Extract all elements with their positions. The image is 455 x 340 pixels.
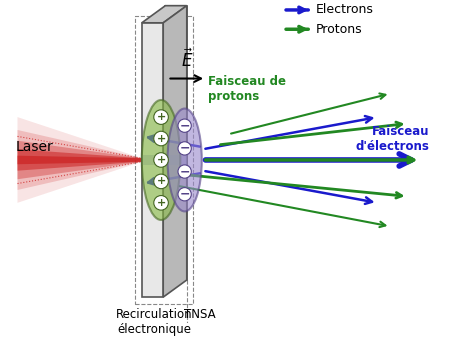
Text: +: + — [157, 112, 166, 122]
Polygon shape — [17, 117, 142, 203]
Circle shape — [154, 195, 168, 210]
Circle shape — [178, 119, 191, 132]
Circle shape — [154, 153, 168, 167]
Polygon shape — [165, 6, 187, 280]
Text: −: − — [179, 188, 190, 201]
Circle shape — [178, 142, 191, 155]
Text: $\vec{E}$: $\vec{E}$ — [181, 48, 193, 71]
Text: +: + — [157, 176, 166, 186]
Text: Recirculation
électronique: Recirculation électronique — [116, 308, 193, 336]
Polygon shape — [142, 23, 163, 297]
Ellipse shape — [142, 100, 180, 220]
Polygon shape — [17, 149, 142, 171]
Circle shape — [154, 174, 168, 189]
Text: Protons: Protons — [315, 23, 362, 36]
Text: TNSA: TNSA — [184, 308, 216, 321]
Text: −: − — [179, 165, 190, 178]
Text: +: + — [157, 134, 166, 143]
Text: Faisceau de
protons: Faisceau de protons — [208, 75, 286, 103]
Polygon shape — [17, 156, 142, 164]
Circle shape — [178, 165, 191, 178]
Text: −: − — [179, 142, 190, 155]
Text: Faisceau
d'électrons: Faisceau d'électrons — [355, 124, 429, 153]
Polygon shape — [17, 130, 142, 190]
Polygon shape — [17, 141, 142, 179]
Polygon shape — [142, 155, 187, 165]
Circle shape — [154, 131, 168, 146]
Text: Laser: Laser — [15, 139, 53, 154]
Circle shape — [178, 188, 191, 201]
Text: +: + — [157, 155, 166, 165]
Ellipse shape — [167, 108, 202, 211]
Text: +: + — [157, 198, 166, 208]
Polygon shape — [142, 6, 187, 23]
Text: Electrons: Electrons — [315, 3, 373, 16]
Text: −: − — [179, 119, 190, 132]
Polygon shape — [163, 6, 187, 297]
Circle shape — [154, 110, 168, 124]
